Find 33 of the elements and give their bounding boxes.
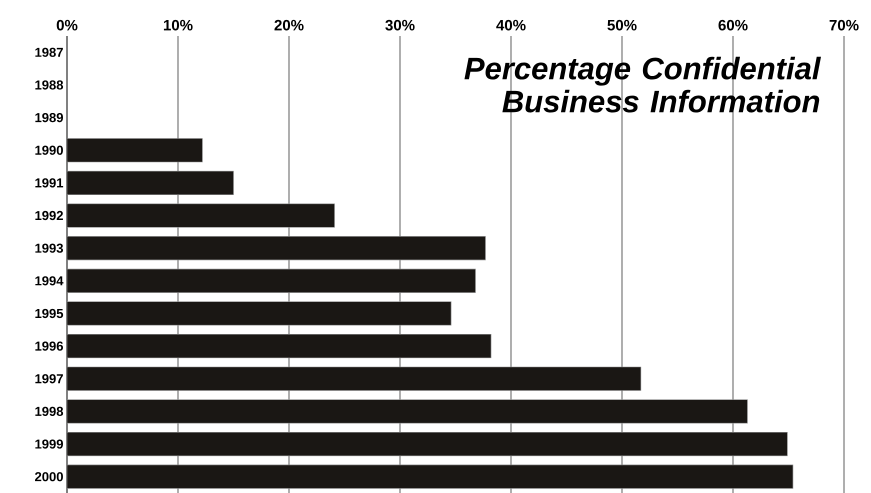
bar <box>67 432 788 456</box>
bar <box>67 366 642 391</box>
x-tick-label: 10% <box>164 20 193 30</box>
y-tick-label: 1998 <box>35 406 64 416</box>
y-tick-label: 1997 <box>35 374 63 384</box>
y-tick-label: 1990 <box>35 146 63 155</box>
bar <box>67 170 234 195</box>
bar <box>67 138 203 162</box>
bar <box>67 334 492 358</box>
y-tick-label: 1991 <box>35 178 64 188</box>
y-tick-label: 1988 <box>35 80 64 90</box>
bar <box>67 203 335 228</box>
x-tick-label: 20% <box>274 20 304 30</box>
bar <box>67 268 476 293</box>
bar <box>67 464 794 489</box>
y-tick-label: 1996 <box>35 342 64 351</box>
y-tick-label: 1993 <box>35 244 64 253</box>
bar <box>67 236 486 260</box>
x-tick-label: 70% <box>830 20 859 30</box>
y-tick-label: 1987 <box>35 48 63 57</box>
y-tick-label: 1995 <box>35 308 64 318</box>
x-tick-label: 40% <box>496 20 526 30</box>
y-tick-label: 2000 <box>35 472 63 482</box>
x-tick-label: 30% <box>385 20 415 30</box>
x-tick-label: 0% <box>56 20 78 30</box>
x-tick-label: 60% <box>718 20 748 30</box>
y-tick-label: 1992 <box>35 210 63 220</box>
y-tick-label: 1999 <box>35 439 63 449</box>
x-tick-label: 50% <box>607 20 637 30</box>
y-tick-label: 1989 <box>35 113 63 122</box>
bar <box>67 399 748 424</box>
y-tick-label: 1994 <box>35 276 64 286</box>
bar <box>67 301 452 326</box>
